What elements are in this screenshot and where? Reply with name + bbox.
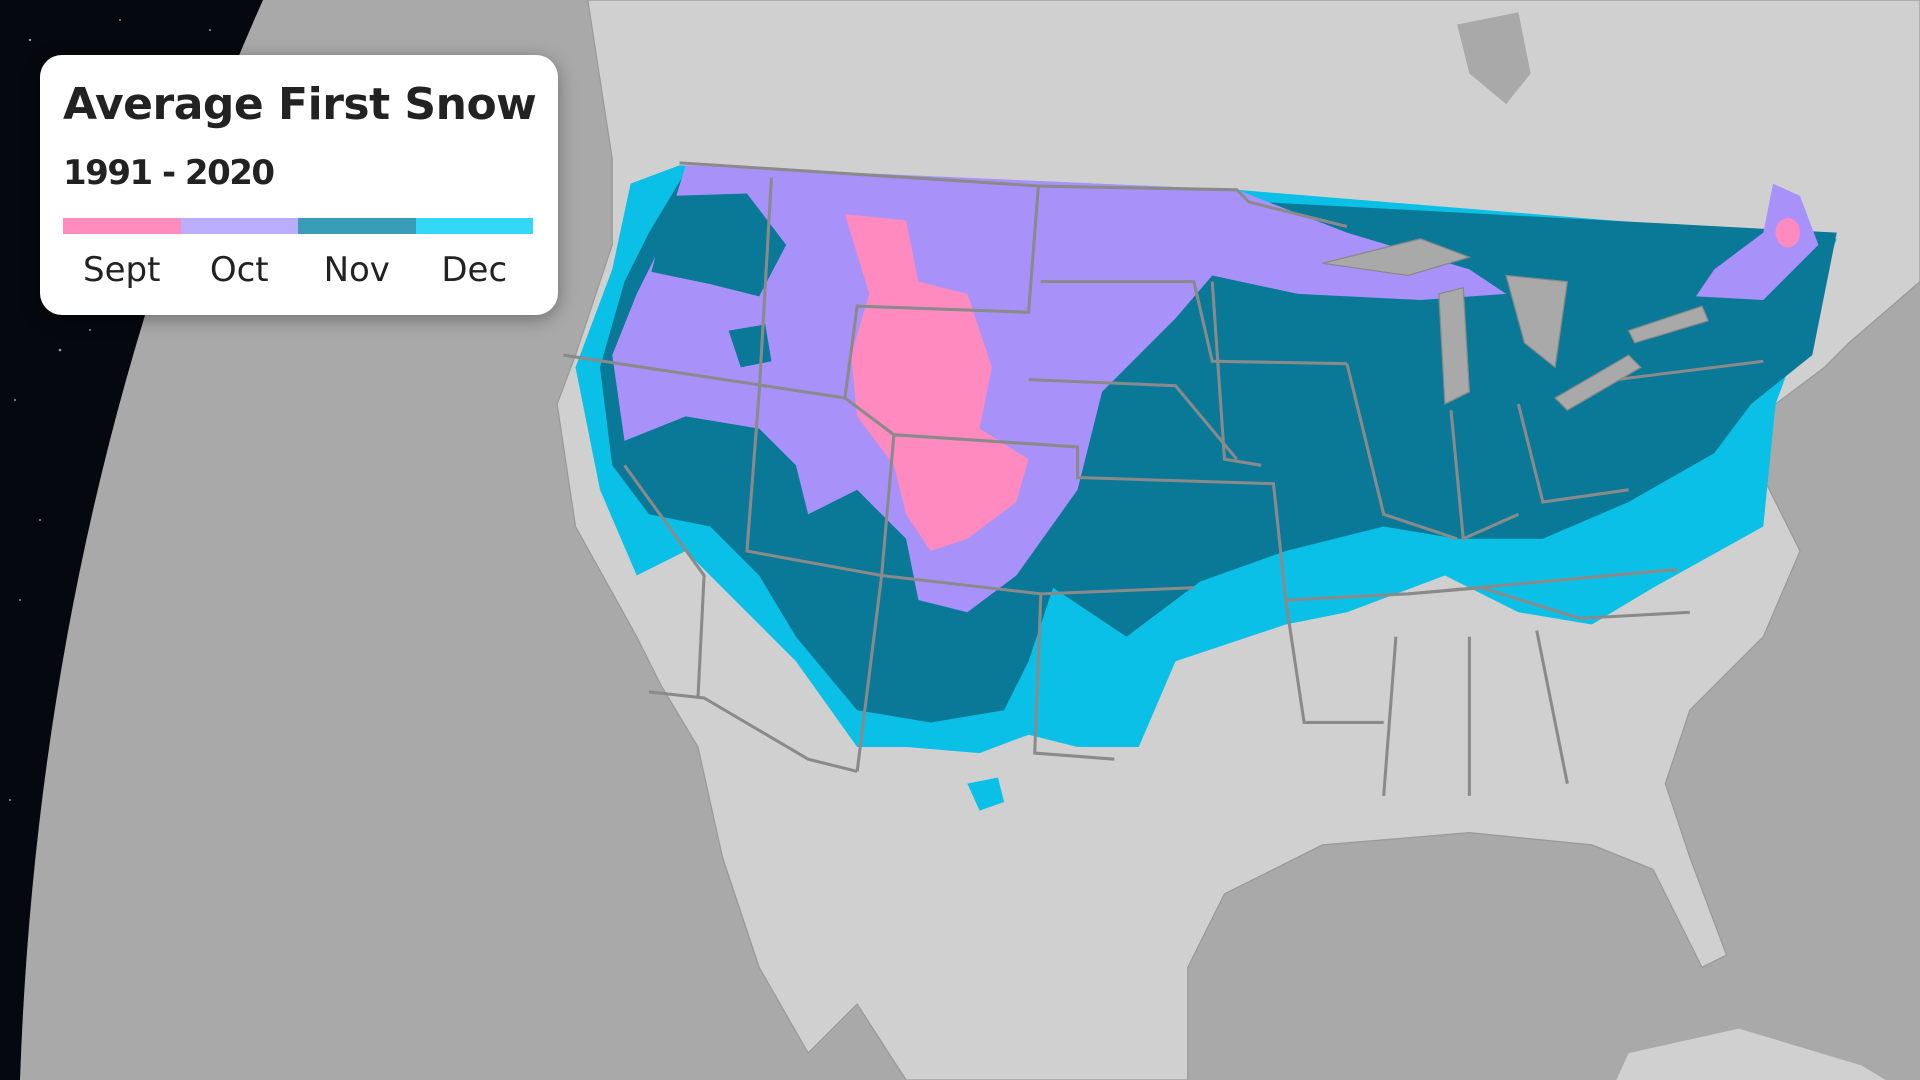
- legend-subtitle: 1991 - 2020: [63, 153, 275, 193]
- state-borders: [563, 161, 1764, 797]
- legend-swatch-dec: [415, 218, 533, 234]
- cuba-land: [1616, 1028, 1886, 1080]
- legend-color-bar: [63, 218, 533, 234]
- zone-nov-northwest-blob: [651, 193, 787, 297]
- zone-oct-northeast: [1695, 183, 1819, 301]
- legend-swatch-nov: [298, 218, 416, 234]
- zone-sept-maine: [1775, 217, 1801, 248]
- legend-label-oct: Oct: [209, 250, 269, 290]
- legend-swatch-oct: [180, 218, 298, 234]
- great-lakes: [1322, 238, 1710, 411]
- legend-label-dec: Dec: [441, 250, 508, 290]
- stars: [9, 19, 211, 801]
- legend-labels: Sept Oct Nov Dec: [63, 250, 533, 290]
- legend-card: Average First Snow 1991 - 2020 Sept Oct …: [40, 55, 558, 315]
- zone-oct: [612, 165, 1507, 613]
- hudson-area-water: [1457, 12, 1531, 105]
- legend-label-nov: Nov: [323, 250, 390, 290]
- legend-swatch-sept: [63, 218, 181, 234]
- zone-sept: [844, 214, 1029, 552]
- zone-dec-texas-blob: [967, 777, 1005, 811]
- legend-title: Average First Snow: [63, 79, 537, 130]
- legend-label-sept: Sept: [83, 250, 161, 290]
